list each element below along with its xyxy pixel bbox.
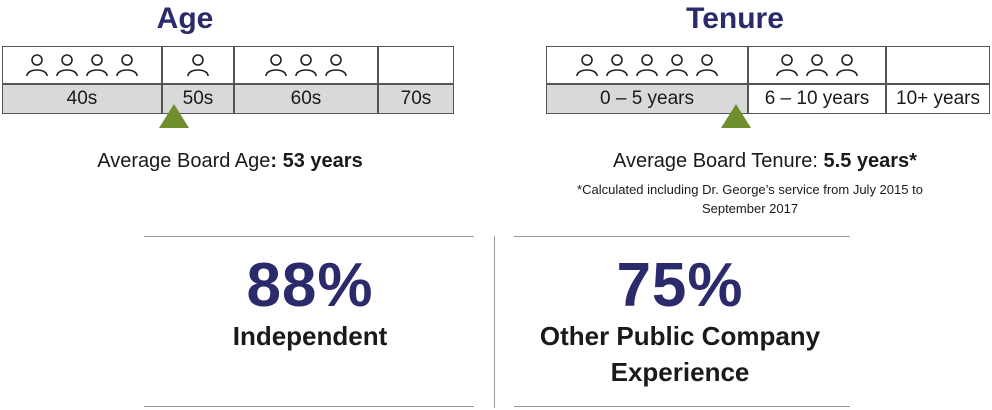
tenure-footnote-line2: September 2017	[701, 201, 799, 216]
tenure-average: Average Board Tenure: 5.5 years*	[540, 150, 990, 173]
tenure-label-0-5: 0 – 5 years	[546, 84, 748, 114]
person-icon	[834, 52, 860, 78]
age-icons-50s	[162, 46, 234, 84]
tenure-average-marker	[721, 104, 751, 128]
age-icons-70s	[378, 46, 454, 84]
person-icon	[774, 52, 800, 78]
person-icon	[664, 52, 690, 78]
age-average-marker	[159, 104, 189, 128]
tenure-icons-10-plus	[886, 46, 990, 84]
person-icon	[634, 52, 660, 78]
age-average-prefix: Average Board Age	[97, 150, 271, 172]
person-icon	[804, 52, 830, 78]
age-label-40s: 40s	[2, 84, 162, 114]
age-icons-40s	[2, 46, 162, 84]
divider-bottom-left	[144, 406, 474, 407]
person-icon	[604, 52, 630, 78]
age-average: Average Board Age: 53 years	[30, 150, 430, 173]
tenure-footnote-line1: *Calculated including Dr. George’s servi…	[577, 182, 923, 197]
public-experience-label-line1: Other Public Company	[539, 321, 821, 351]
age-title: Age	[156, 2, 214, 35]
age-label-70s: 70s	[378, 84, 454, 114]
age-icons-60s	[234, 46, 378, 84]
divider-bottom-right	[514, 406, 850, 407]
age-average-value: : 53 years	[270, 150, 363, 172]
age-label-60s: 60s	[234, 84, 378, 114]
tenure-average-prefix: Average Board Tenure:	[613, 150, 824, 172]
person-icon	[114, 52, 140, 78]
divider-top-left	[144, 236, 474, 237]
person-icon	[694, 52, 720, 78]
person-icon	[185, 52, 211, 78]
tenure-average-value: 5.5 years*	[823, 150, 917, 172]
divider-vertical	[494, 236, 495, 408]
tenure-title: Tenure	[686, 2, 784, 35]
person-icon	[263, 52, 289, 78]
public-experience-percent: 75%	[616, 251, 744, 320]
person-icon	[84, 52, 110, 78]
person-icon	[293, 52, 319, 78]
tenure-label-10-plus: 10+ years	[886, 84, 990, 114]
tenure-label-6-10: 6 – 10 years	[748, 84, 886, 114]
divider-top-right	[514, 236, 850, 237]
tenure-footnote: *Calculated including Dr. George’s servi…	[520, 180, 980, 218]
person-icon	[574, 52, 600, 78]
public-experience-label-line2: Experience	[610, 357, 750, 387]
person-icon	[24, 52, 50, 78]
independent-percent: 88%	[246, 251, 374, 320]
tenure-icons-6-10	[748, 46, 886, 84]
public-experience-label: Other Public Company Experience	[500, 318, 860, 390]
person-icon	[54, 52, 80, 78]
person-icon	[323, 52, 349, 78]
tenure-icons-0-5	[546, 46, 748, 84]
independent-label: Independent	[232, 321, 388, 351]
